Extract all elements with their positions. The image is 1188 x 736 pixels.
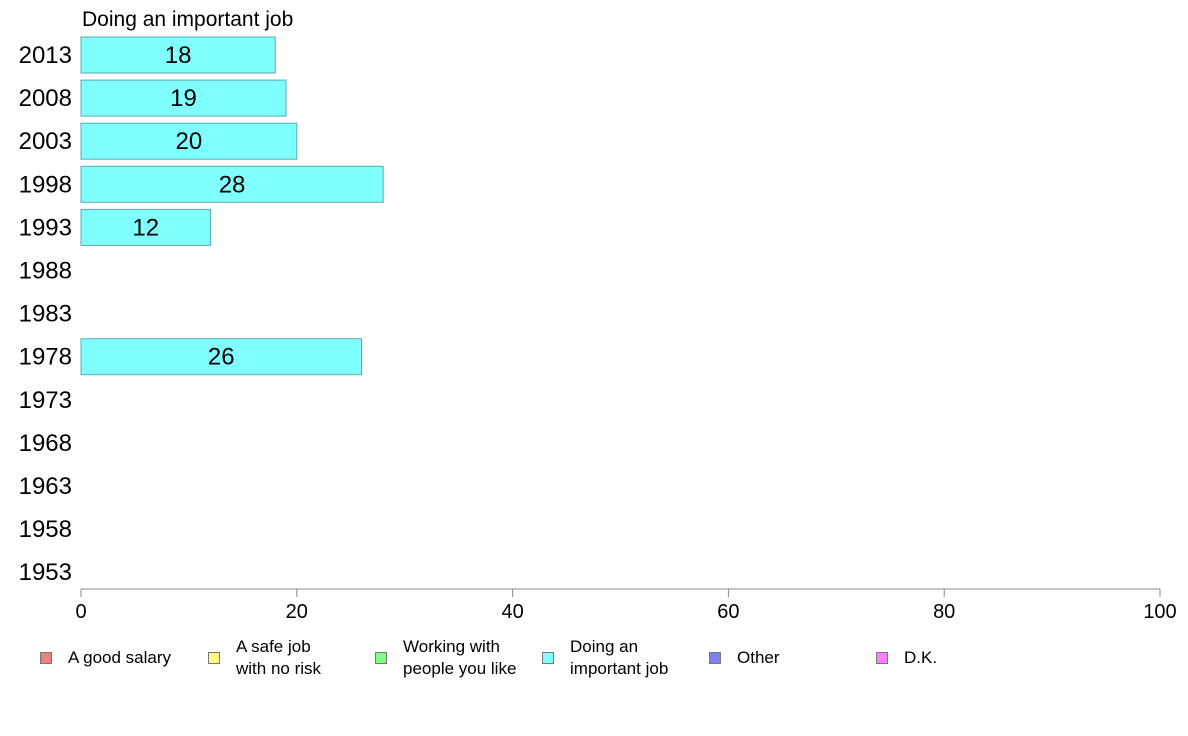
legend-item: Working with people you like (375, 636, 516, 680)
bar (80, 208, 211, 246)
bar-value-label: 28 (219, 171, 246, 198)
bar-value-label: 20 (176, 128, 203, 155)
legend-label: Other (737, 648, 780, 667)
y-tick-label: 2013 (19, 42, 72, 69)
x-tick-label: 20 (286, 601, 308, 623)
bar (80, 165, 384, 203)
y-tick-label: 1983 (19, 301, 72, 328)
legend-swatch (208, 652, 220, 664)
legend-swatch (542, 652, 554, 664)
x-axis: 0 20 40 60 80 100 (75, 588, 1177, 623)
legend-swatch (709, 652, 721, 664)
y-tick-label: 1988 (19, 258, 72, 285)
legend-item: A safe job with no risk (208, 636, 321, 680)
bar-chart: Doing an important job 18 19 20 28 12 26 2013… (19, 8, 1177, 623)
y-tick-label: 1973 (19, 387, 72, 414)
legend-label: Doing an important job (570, 637, 669, 678)
legend-item: Other (709, 636, 780, 680)
bar-value-label: 12 (132, 214, 159, 241)
legend-item: Doing an important job (542, 636, 668, 680)
chart-title: Doing an important job (82, 8, 293, 31)
y-tick-label: 1978 (19, 344, 72, 371)
y-tick-label: 1953 (19, 559, 72, 586)
bar-value-label: 26 (208, 344, 235, 371)
legend-item: A good salary (40, 636, 171, 680)
bar (80, 338, 363, 376)
legend-label: A safe job with no risk (236, 637, 322, 678)
x-tick-label: 80 (933, 601, 955, 623)
legend-swatch (375, 652, 387, 664)
legend-item: D.K. (876, 636, 937, 680)
legend-swatch (40, 652, 52, 664)
y-tick-label: 1968 (19, 430, 72, 457)
y-tick-label: 1993 (19, 214, 72, 241)
bars-layer: 18 19 20 28 12 26 (80, 36, 384, 376)
bar (80, 79, 287, 117)
bar-value-label: 19 (170, 85, 197, 112)
y-tick-label: 1963 (19, 473, 72, 500)
bar-value-label: 18 (165, 42, 192, 69)
legend-label: D.K. (904, 648, 938, 667)
x-tick-label: 40 (501, 601, 523, 623)
y-tick-label: 1958 (19, 516, 72, 543)
legend-swatch (876, 652, 888, 664)
legend-label: Working with people you like (403, 637, 517, 678)
bar (80, 36, 276, 74)
y-tick-label: 1998 (19, 171, 72, 198)
bar (80, 122, 298, 160)
y-axis-labels: 2013 2008 2003 1998 1993 1988 1983 1978 1973 1968… (19, 42, 72, 586)
x-tick-label: 100 (1143, 601, 1176, 623)
legend-label: A good salary (68, 648, 172, 667)
x-tick-label: 60 (717, 601, 739, 623)
y-tick-label: 2008 (19, 85, 72, 112)
legend: A good salary A safe job with no risk Work… (0, 636, 1188, 696)
y-tick-label: 2003 (19, 128, 72, 155)
x-tick-label: 0 (75, 601, 86, 623)
